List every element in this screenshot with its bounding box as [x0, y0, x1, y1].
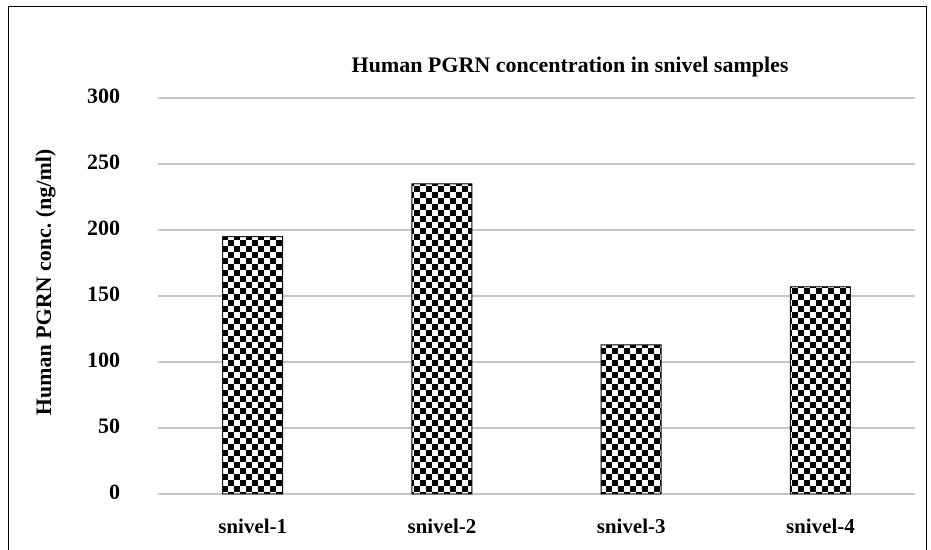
- x-tick-label: snivel-1: [218, 514, 287, 538]
- bar: [600, 344, 662, 495]
- chart-title: Human PGRN concentration in snivel sampl…: [352, 52, 789, 77]
- y-tick-label: 300: [87, 83, 120, 108]
- x-tick-label: snivel-2: [407, 514, 476, 538]
- y-axis-label: Human PGRN conc. (ng/ml): [31, 149, 56, 415]
- y-tick-label: 0: [109, 479, 120, 504]
- y-tick-label: 150: [87, 281, 120, 306]
- y-tick-label: 100: [87, 347, 120, 372]
- bar: [789, 286, 851, 495]
- frame: [8, 6, 927, 550]
- y-tick-label: 50: [98, 413, 120, 438]
- y-tick-label: 250: [87, 149, 120, 174]
- x-tick-label: snivel-3: [597, 514, 666, 538]
- y-tick-label: 200: [87, 215, 120, 240]
- x-tick-label: snivel-4: [786, 514, 855, 538]
- bar: [411, 183, 473, 495]
- bar: [222, 236, 284, 495]
